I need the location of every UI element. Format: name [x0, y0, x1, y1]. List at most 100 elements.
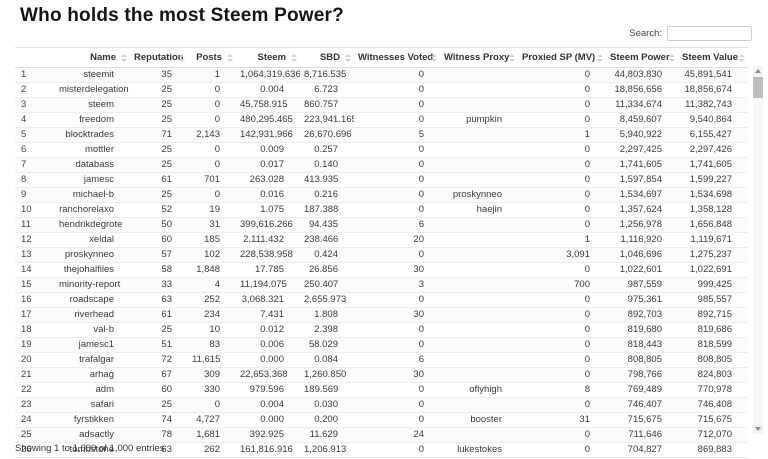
table-row: 4 freedom 25 0 480,295.465 223,941.165 0 pumpki… — [15, 112, 748, 128]
cell-sbd: 26.856 — [300, 262, 354, 278]
table-row: 13 proskynneo 57 102 228,538.958 0.424 0 3,091 1… — [15, 247, 748, 263]
column-header-steem[interactable]: Steem — [236, 47, 300, 68]
cell-sbd: 187.388 — [300, 202, 354, 218]
cell-proxied-sp-mv: 0 — [518, 142, 606, 158]
cell-proxied-sp-mv: 0 — [518, 67, 606, 83]
cell-witnesses-voted: 6 — [354, 217, 440, 233]
cell-proxied-sp-mv: 0 — [518, 157, 606, 173]
column-header-witnesses-voted[interactable]: Witnesses Voted — [354, 47, 440, 68]
cell-reputation: 63 — [130, 292, 188, 308]
cell-steem: 7.431 — [236, 307, 300, 323]
scroll-down-button[interactable] — [753, 424, 763, 434]
cell-steem-power: 44,803,830 — [606, 67, 678, 83]
table-row: 1 steemit 35 1 1,064,319.636 8,716.535 0 0 44,80… — [15, 67, 748, 83]
cell-steem-value: 892,715 — [678, 307, 748, 323]
search-input[interactable] — [667, 26, 752, 41]
cell-steem-value: 1,534,698 — [678, 187, 748, 203]
scroll-up-button[interactable] — [753, 66, 763, 76]
cell-witness-proxy — [440, 277, 518, 293]
cell-sbd: 1.808 — [300, 307, 354, 323]
cell-sbd: 11.629 — [300, 427, 354, 443]
cell-witness-proxy: proskynneo — [440, 187, 518, 203]
cell-steem-power: 1,022,601 — [606, 262, 678, 278]
table-row: 15 minority-report 33 4 11,194.075 250.407 3 70… — [15, 277, 748, 293]
cell-name: jamesc — [55, 172, 130, 188]
cell-name: arhag — [55, 367, 130, 383]
cell-sbd: 189.569 — [300, 382, 354, 398]
table-scrollbar[interactable] — [753, 66, 763, 434]
column-header-sbd[interactable]: SBD — [300, 47, 354, 68]
cell-name: mottler — [55, 142, 130, 158]
column-header-label: Witness Proxy — [444, 52, 510, 63]
cell-steem-value: 18,856,674 — [678, 82, 748, 98]
cell-reputation: 50 — [130, 217, 188, 233]
cell-rank: 2 — [15, 82, 55, 98]
cell-witnesses-voted: 0 — [354, 67, 440, 83]
cell-name: steem — [55, 97, 130, 113]
column-header-reputation[interactable]: Reputation — [130, 47, 188, 68]
cell-posts: 252 — [188, 292, 236, 308]
cell-proxied-sp-mv: 0 — [518, 187, 606, 203]
page-title: Who holds the most Steem Power? — [20, 5, 344, 26]
cell-rank: 23 — [15, 397, 55, 413]
cell-name: roadscape — [55, 292, 130, 308]
cell-steem: 0.016 — [236, 187, 300, 203]
cell-steem: 1.075 — [236, 202, 300, 218]
scrollbar-thumb[interactable] — [753, 77, 763, 98]
cell-name: val-b — [55, 322, 130, 338]
sort-icon — [121, 53, 127, 62]
column-header-witness-proxy[interactable]: Witness Proxy — [440, 47, 518, 68]
column-header-label: Steem Value — [682, 52, 738, 63]
cell-reputation: 57 — [130, 247, 188, 263]
column-header-steem-power[interactable]: Steem Power — [606, 47, 678, 68]
column-header-posts[interactable]: Posts — [188, 47, 236, 68]
table-row: 19 jamesc1 51 83 0.006 58.029 0 0 818,443 818,599 — [15, 337, 748, 353]
cell-sbd: 0.084 — [300, 352, 354, 368]
cell-steem: 45,758.915 — [236, 97, 300, 113]
sort-icon — [179, 53, 185, 62]
column-header-steem-value[interactable]: Steem Value — [678, 47, 748, 68]
cell-steem-power: 11,334,674 — [606, 97, 678, 113]
cell-name: jamesc1 — [55, 337, 130, 353]
cell-steem-value: 824,803 — [678, 367, 748, 383]
cell-steem: 17.785 — [236, 262, 300, 278]
cell-posts: 4,727 — [188, 412, 236, 428]
cell-steem-value: 869,883 — [678, 442, 748, 458]
cell-posts: 1,681 — [188, 427, 236, 443]
cell-witnesses-voted: 5 — [354, 127, 440, 143]
cell-steem: 263.028 — [236, 172, 300, 188]
cell-name: adm — [55, 382, 130, 398]
table-row: 26 tombstone 63 262 161,816.916 1,206.913 0 luk… — [15, 442, 748, 458]
cell-rank: 19 — [15, 337, 55, 353]
cell-reputation: 25 — [130, 157, 188, 173]
cell-steem-value: 715,675 — [678, 412, 748, 428]
cell-steem-power: 987,559 — [606, 277, 678, 293]
cell-steem-power: 818,443 — [606, 337, 678, 353]
cell-witness-proxy — [440, 127, 518, 143]
cell-rank: 9 — [15, 187, 55, 203]
sort-icon — [669, 53, 675, 62]
table-row: 3 steem 25 0 45,758.915 860.757 0 0 11,334,674 11… — [15, 97, 748, 113]
cell-witnesses-voted: 30 — [354, 307, 440, 323]
table-header: Name Reputation Posts Steem SBD Witnesses Vot… — [15, 47, 748, 68]
cell-sbd: 0.200 — [300, 412, 354, 428]
column-header-label: Reputation — [134, 52, 184, 63]
cell-proxied-sp-mv: 700 — [518, 277, 606, 293]
table-row: 9 michael-b 25 0 0.016 0.216 0 proskynneo 0 1,534… — [15, 187, 748, 203]
cell-rank: 1 — [15, 67, 55, 83]
cell-witness-proxy — [440, 307, 518, 323]
cell-posts: 0 — [188, 112, 236, 128]
cell-reputation: 60 — [130, 382, 188, 398]
cell-witness-proxy — [440, 172, 518, 188]
cell-witness-proxy — [440, 427, 518, 443]
cell-steem-value: 9,540,864 — [678, 112, 748, 128]
cell-steem-value: 1,741,605 — [678, 157, 748, 173]
cell-name: hendrikdegrote — [55, 217, 130, 233]
cell-name: tombstone — [55, 442, 130, 458]
cell-witnesses-voted: 6 — [354, 352, 440, 368]
cell-reputation: 25 — [130, 112, 188, 128]
cell-steem-value: 1,022,691 — [678, 262, 748, 278]
cell-rank: 24 — [15, 412, 55, 428]
column-header-proxied-sp-mv[interactable]: Proxied SP (MV) — [518, 47, 606, 68]
column-header-name[interactable]: Name — [55, 47, 130, 68]
